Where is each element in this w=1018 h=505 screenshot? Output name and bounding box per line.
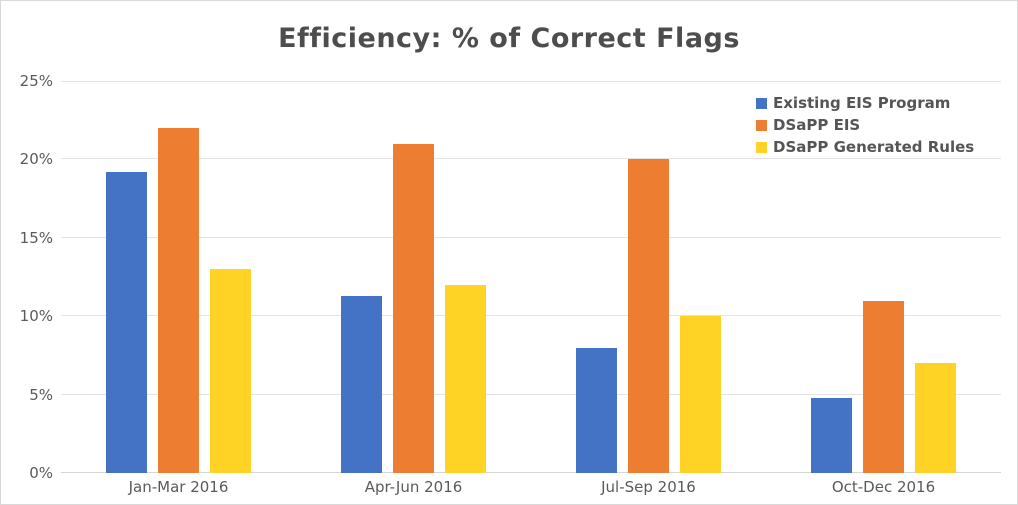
y-axis-tick-label: 15%	[19, 228, 53, 247]
x-axis-category-label: Jan-Mar 2016	[128, 478, 229, 496]
bar-group	[766, 81, 1001, 473]
bar	[811, 397, 852, 473]
gridline	[61, 236, 1001, 238]
bar	[915, 363, 956, 473]
y-axis-tick-label: 20%	[19, 150, 53, 169]
bar-group	[531, 81, 766, 473]
x-axis-category-label: Jul-Sep 2016	[601, 478, 696, 496]
bar	[158, 128, 199, 473]
y-axis-tick-label: 0%	[29, 464, 53, 482]
bar	[393, 143, 434, 473]
bar	[445, 284, 486, 473]
gridline	[61, 315, 1001, 317]
bar-group	[61, 81, 296, 473]
bar	[576, 347, 617, 473]
legend-swatch-icon	[756, 141, 767, 153]
plot-area	[61, 81, 1001, 473]
chart-title: Efficiency: % of Correct Flags	[278, 23, 740, 54]
y-axis-tick-label: 25%	[19, 72, 53, 90]
legend-item: Existing EIS Program	[756, 92, 974, 114]
bar	[628, 159, 669, 473]
bar	[680, 316, 721, 473]
x-axis: Jan-Mar 2016 Apr-Jun 2016 Jul-Sep 2016 Oct-…	[61, 478, 1001, 496]
y-axis: 0% 5% 10% 15% 20% 25%	[1, 72, 53, 482]
legend-label: DSaPP EIS	[773, 116, 861, 134]
legend-label: DSaPP Generated Rules	[773, 138, 975, 156]
x-axis-category-label: Apr-Jun 2016	[364, 478, 463, 496]
x-axis-category-label: Oct-Dec 2016	[831, 478, 936, 496]
bar	[341, 295, 382, 473]
gridline	[61, 81, 1001, 82]
legend-swatch-icon	[756, 97, 767, 109]
legend-item: DSaPP EIS	[756, 114, 974, 136]
gridline	[61, 393, 1001, 395]
bar-groups	[61, 81, 1001, 473]
y-axis-tick-label: 5%	[29, 385, 53, 404]
legend-label: Existing EIS Program	[773, 94, 951, 112]
bar	[863, 300, 904, 473]
bar-group	[296, 81, 531, 473]
bar	[210, 269, 251, 473]
gridline	[61, 472, 1001, 473]
legend-item: DSaPP Generated Rules	[756, 136, 974, 158]
gridline	[61, 158, 1001, 160]
legend: Existing EIS Program DSaPP EIS DSaPP Gener…	[756, 92, 974, 158]
y-axis-tick-label: 10%	[19, 307, 53, 326]
legend-swatch-icon	[756, 119, 767, 131]
bar	[106, 171, 147, 473]
